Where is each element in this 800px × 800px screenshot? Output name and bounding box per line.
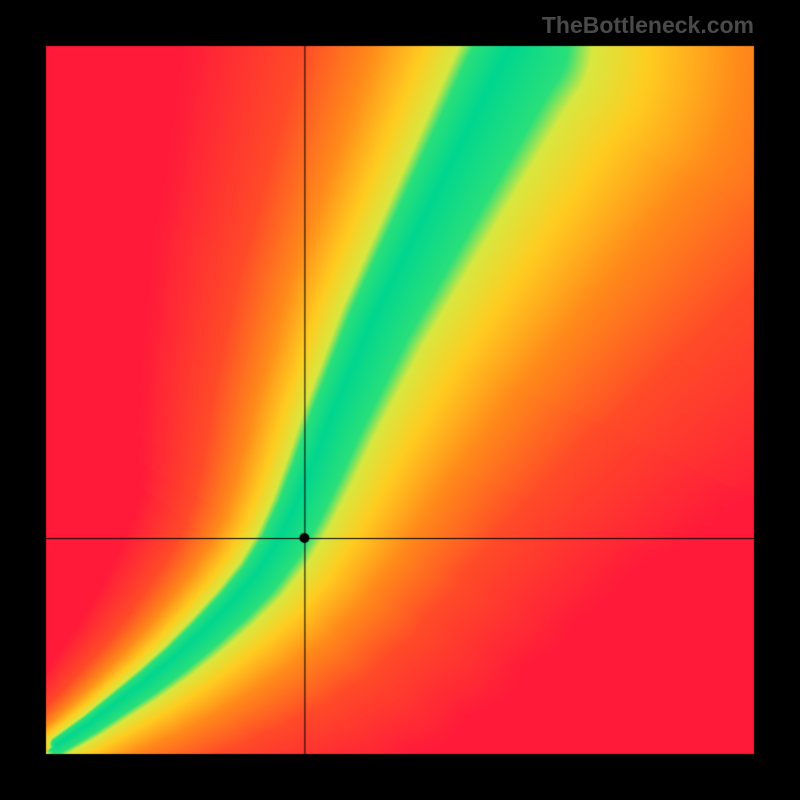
heatmap-canvas <box>0 0 800 800</box>
watermark-text: TheBottleneck.com <box>542 12 754 39</box>
chart-frame: TheBottleneck.com <box>0 0 800 800</box>
